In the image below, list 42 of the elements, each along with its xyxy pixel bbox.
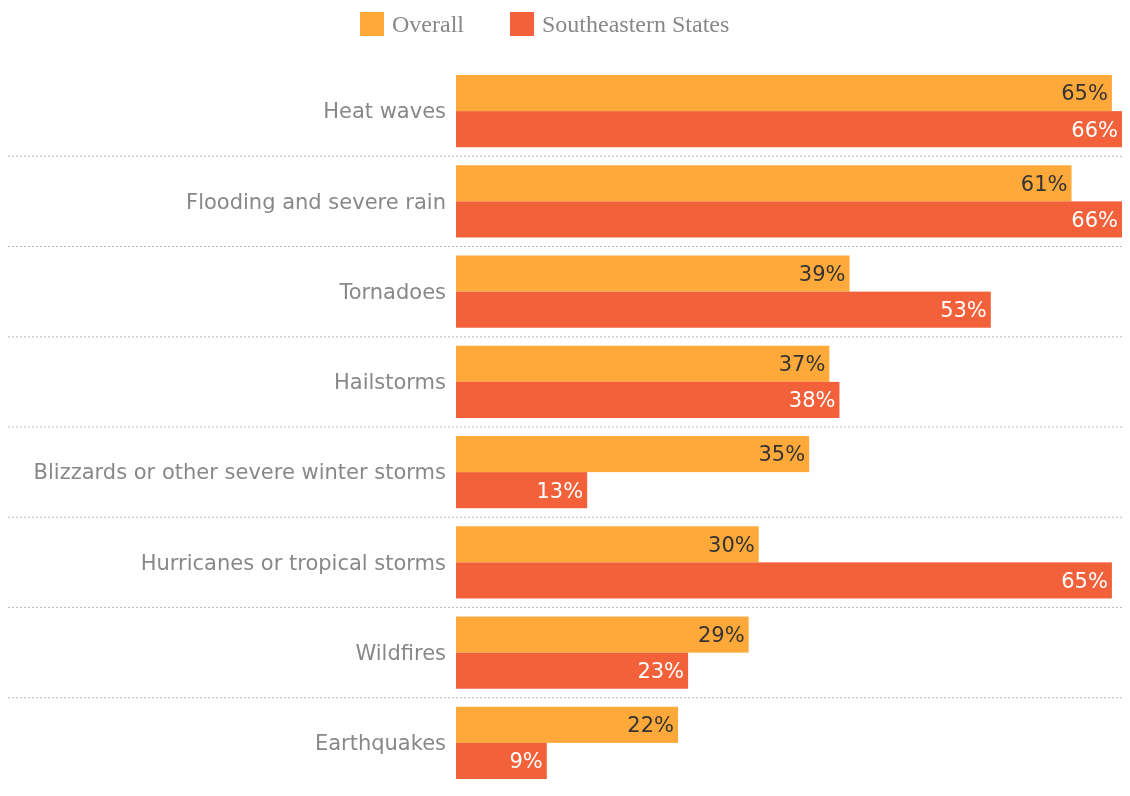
data-label: 39% — [798, 261, 846, 286]
data-label: 38% — [788, 388, 836, 413]
data-label: 65% — [1061, 568, 1108, 593]
bar — [456, 652, 689, 689]
bar — [456, 165, 1072, 202]
data-label: 65% — [1061, 81, 1108, 106]
data-label: 13% — [536, 478, 584, 503]
data-label: 23% — [637, 659, 685, 684]
legend-label: Southeastern States — [542, 11, 730, 38]
y-tick-label: Hurricanes or tropical storms — [140, 550, 446, 575]
data-label: 66% — [1071, 117, 1118, 142]
y-tick-label: Flooding and severe rain — [186, 189, 446, 214]
bar — [456, 526, 759, 563]
data-label: 35% — [758, 442, 806, 467]
data-label: 37% — [778, 352, 826, 377]
bar — [456, 436, 810, 473]
y-tick-label: Heat waves — [323, 99, 446, 124]
bar — [456, 345, 830, 382]
bar — [456, 562, 1112, 599]
bar — [456, 706, 678, 743]
bar — [456, 381, 840, 418]
y-tick-label: Blizzards or other severe winter storms — [33, 460, 446, 485]
data-label: 66% — [1071, 207, 1118, 232]
bar — [456, 255, 850, 292]
data-label: 30% — [708, 532, 755, 557]
data-label: 29% — [697, 622, 745, 647]
bar — [456, 201, 1122, 238]
bar — [456, 291, 991, 328]
legend-label: Overall — [392, 11, 465, 38]
bar — [456, 75, 1112, 112]
y-tick-label: Earthquakes — [314, 731, 446, 756]
data-label: 61% — [1020, 171, 1068, 196]
bar — [456, 111, 1122, 148]
y-tick-label: Hailstorms — [333, 370, 446, 395]
data-label: 22% — [627, 713, 674, 738]
bar — [456, 742, 547, 779]
data-label: 53% — [940, 298, 987, 323]
y-tick-label: Wildfires — [355, 640, 446, 665]
data-label: 9% — [509, 749, 543, 774]
bar — [456, 616, 749, 653]
y-tick-label: Tornadoes — [338, 279, 446, 304]
bar — [456, 472, 588, 509]
